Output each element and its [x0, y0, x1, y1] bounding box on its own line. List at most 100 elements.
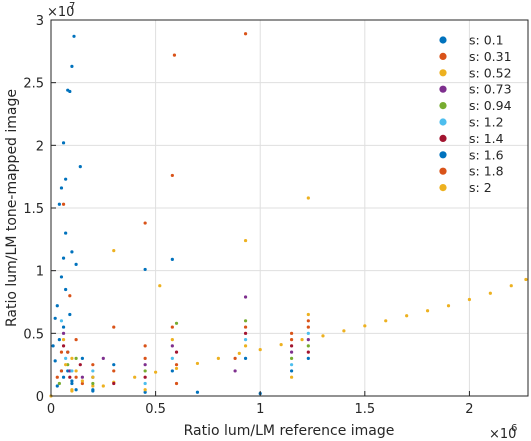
data-point	[446, 304, 451, 308]
data-point	[306, 350, 310, 354]
data-point	[509, 284, 513, 288]
legend-marker	[439, 36, 447, 44]
legend-marker	[439, 85, 447, 93]
legend-label: s: 0.52	[469, 65, 512, 80]
data-point	[279, 343, 283, 347]
data-point	[57, 338, 61, 342]
data-point	[59, 275, 64, 279]
series-s-1-2	[59, 319, 310, 386]
data-point	[74, 356, 78, 360]
data-point	[59, 186, 64, 190]
data-point	[101, 356, 105, 360]
data-point	[143, 267, 147, 272]
data-point	[143, 375, 147, 379]
data-point	[170, 344, 174, 348]
x-exponent: ×10 6	[489, 423, 517, 441]
legend-label: s: 1.4	[469, 131, 504, 146]
data-point	[91, 388, 95, 392]
data-point	[143, 356, 147, 360]
data-point	[143, 363, 147, 367]
data-point	[384, 319, 388, 323]
series-s-0-94	[57, 319, 310, 386]
x-tick-label: 2	[465, 402, 473, 417]
legend-marker	[439, 151, 447, 159]
data-point	[174, 366, 179, 371]
data-point	[170, 369, 174, 373]
data-point	[66, 88, 70, 92]
series-s-1-6	[61, 257, 310, 392]
data-point	[170, 325, 174, 329]
data-point	[524, 277, 528, 282]
y-exponent: ×10 7	[47, 1, 75, 20]
data-point	[61, 202, 66, 206]
y-ticks: 0 0.5 1 1.5 2 2.5 3	[23, 14, 56, 405]
legend-marker	[439, 69, 447, 77]
y-tick-label: 2.5	[23, 77, 44, 92]
data-point	[488, 291, 492, 295]
data-point	[243, 356, 248, 360]
data-point	[300, 338, 304, 342]
x-tick-label: 1	[256, 402, 264, 417]
data-point	[57, 381, 61, 386]
legend-marker	[439, 167, 447, 175]
data-point	[289, 338, 294, 342]
data-point	[195, 390, 200, 394]
data-point	[61, 331, 66, 335]
data-point	[467, 297, 472, 302]
data-point	[78, 165, 82, 169]
data-point	[174, 381, 179, 386]
data-point	[64, 356, 68, 360]
data-point	[55, 304, 59, 308]
data-point	[70, 381, 74, 386]
data-point	[61, 256, 66, 260]
y-tick-label: 0	[36, 390, 44, 405]
data-point	[174, 350, 179, 354]
data-point	[70, 379, 74, 383]
data-point	[363, 324, 367, 328]
data-point	[70, 388, 74, 392]
grid-lines	[51, 20, 528, 396]
data-point	[112, 249, 116, 253]
data-point	[405, 314, 409, 318]
legend-label: s: 1.8	[469, 164, 504, 179]
data-point	[91, 381, 95, 386]
data-point	[72, 34, 76, 38]
data-point	[101, 384, 105, 388]
data-point	[243, 319, 248, 323]
data-point	[195, 361, 200, 366]
data-point	[70, 250, 74, 254]
data-point	[55, 375, 59, 379]
data-point	[91, 363, 95, 367]
data-point	[243, 331, 248, 335]
data-point	[80, 356, 84, 360]
x-tick-label: 0	[47, 402, 55, 417]
data-point	[66, 350, 70, 354]
x-ticks: 0 0.5 1 1.5 2	[47, 391, 474, 417]
data-point	[174, 321, 179, 325]
data-point	[64, 177, 68, 181]
data-point	[74, 262, 78, 266]
y-tick-label: 1	[36, 265, 44, 280]
data-point	[61, 325, 66, 329]
y-tick-label: 1.5	[23, 202, 44, 217]
data-point	[170, 173, 174, 178]
data-point	[70, 369, 74, 373]
data-point	[143, 381, 147, 386]
x-axis-label: Ratio lum/LM reference image	[184, 423, 395, 439]
data-point	[306, 319, 310, 323]
data-point	[68, 375, 72, 379]
data-point	[306, 356, 310, 360]
data-point	[64, 363, 68, 367]
data-point	[306, 196, 310, 200]
data-point	[61, 141, 66, 145]
y-tick-label: 2	[36, 139, 44, 154]
series-s-1-8	[59, 325, 310, 379]
data-point	[143, 388, 147, 392]
data-point	[289, 344, 294, 348]
data-point	[80, 381, 84, 386]
data-points	[49, 32, 528, 398]
data-point	[61, 344, 66, 348]
data-point	[243, 338, 248, 342]
data-point	[243, 344, 248, 348]
data-point	[68, 294, 72, 298]
